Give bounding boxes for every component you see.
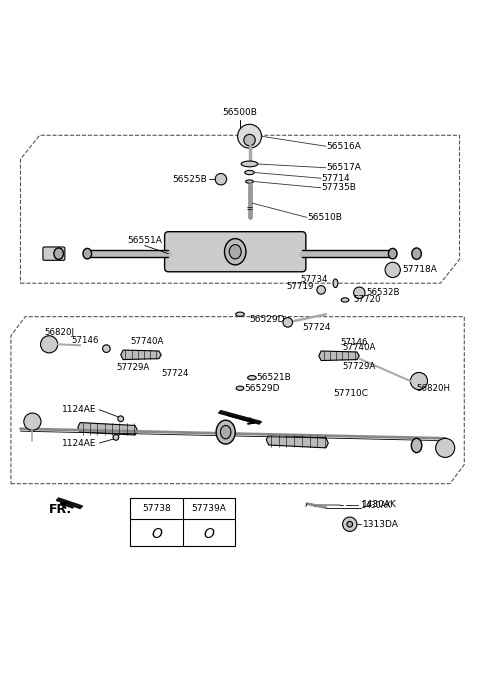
Polygon shape — [120, 350, 161, 360]
FancyBboxPatch shape — [165, 232, 306, 272]
Ellipse shape — [248, 376, 256, 380]
Text: 57729A: 57729A — [343, 362, 376, 371]
Text: 57729A: 57729A — [116, 364, 149, 373]
Ellipse shape — [225, 238, 246, 265]
Text: 56521B: 56521B — [257, 373, 291, 382]
Ellipse shape — [245, 170, 254, 174]
FancyBboxPatch shape — [43, 247, 65, 260]
Text: 57724: 57724 — [302, 323, 331, 332]
Text: 56820H: 56820H — [417, 384, 451, 394]
Text: 57146: 57146 — [72, 336, 99, 345]
Text: 1124AE: 1124AE — [62, 439, 97, 447]
Polygon shape — [266, 435, 328, 448]
Text: 1313DA: 1313DA — [363, 520, 398, 528]
Circle shape — [317, 285, 325, 294]
Text: O: O — [204, 527, 215, 541]
Ellipse shape — [236, 386, 244, 390]
Polygon shape — [218, 411, 262, 424]
Ellipse shape — [229, 244, 241, 259]
Circle shape — [40, 336, 58, 353]
Text: 56820J: 56820J — [44, 328, 74, 336]
Ellipse shape — [388, 249, 397, 259]
Text: FR.: FR. — [49, 503, 72, 516]
Text: 57719: 57719 — [287, 282, 314, 291]
Circle shape — [343, 517, 357, 531]
Circle shape — [215, 174, 227, 185]
Text: 57740A: 57740A — [130, 337, 164, 346]
Text: ─── 1430AK: ─── 1430AK — [345, 501, 391, 509]
Ellipse shape — [341, 298, 349, 302]
Text: O: O — [151, 527, 162, 541]
Text: 57740A: 57740A — [343, 343, 376, 353]
Circle shape — [410, 373, 428, 390]
Text: 57724: 57724 — [161, 369, 189, 378]
Text: 56525B: 56525B — [172, 175, 206, 184]
Circle shape — [283, 317, 292, 327]
Text: 57734: 57734 — [301, 275, 328, 284]
Ellipse shape — [246, 180, 253, 183]
Text: 56532B: 56532B — [366, 288, 400, 298]
Text: 1124AE: 1124AE — [62, 405, 97, 414]
Text: 57738: 57738 — [142, 504, 171, 513]
Text: 56529D: 56529D — [245, 383, 280, 393]
Ellipse shape — [241, 161, 258, 167]
Ellipse shape — [412, 248, 421, 259]
Ellipse shape — [83, 249, 92, 259]
Circle shape — [385, 262, 400, 277]
Circle shape — [244, 134, 255, 146]
Circle shape — [24, 413, 41, 430]
Circle shape — [238, 125, 262, 148]
Ellipse shape — [333, 279, 338, 287]
Text: 57146: 57146 — [340, 338, 368, 347]
Text: 56529D: 56529D — [250, 315, 285, 323]
Polygon shape — [78, 423, 137, 435]
Text: 57739A: 57739A — [192, 504, 227, 513]
Ellipse shape — [236, 312, 244, 317]
Ellipse shape — [216, 420, 235, 444]
Circle shape — [354, 287, 365, 298]
Text: 57718A: 57718A — [402, 266, 437, 274]
Text: 1430AK: 1430AK — [362, 500, 396, 509]
Polygon shape — [319, 351, 360, 360]
Text: 56500B: 56500B — [223, 108, 257, 117]
Ellipse shape — [411, 439, 422, 453]
Ellipse shape — [54, 248, 63, 259]
Circle shape — [347, 522, 353, 527]
Bar — [130, 498, 235, 545]
Circle shape — [103, 345, 110, 353]
Ellipse shape — [220, 426, 231, 439]
Circle shape — [118, 416, 123, 422]
Text: 57710C: 57710C — [333, 390, 368, 398]
Text: 56551A: 56551A — [127, 236, 162, 245]
Text: 57720: 57720 — [354, 296, 381, 304]
Circle shape — [436, 439, 455, 458]
Text: 57714: 57714 — [321, 174, 350, 183]
Polygon shape — [56, 498, 83, 509]
Text: 56516A: 56516A — [326, 142, 361, 151]
Text: 57735B: 57735B — [321, 183, 356, 192]
Circle shape — [113, 434, 119, 440]
Text: 56517A: 56517A — [326, 163, 361, 172]
Text: 56510B: 56510B — [307, 213, 342, 222]
